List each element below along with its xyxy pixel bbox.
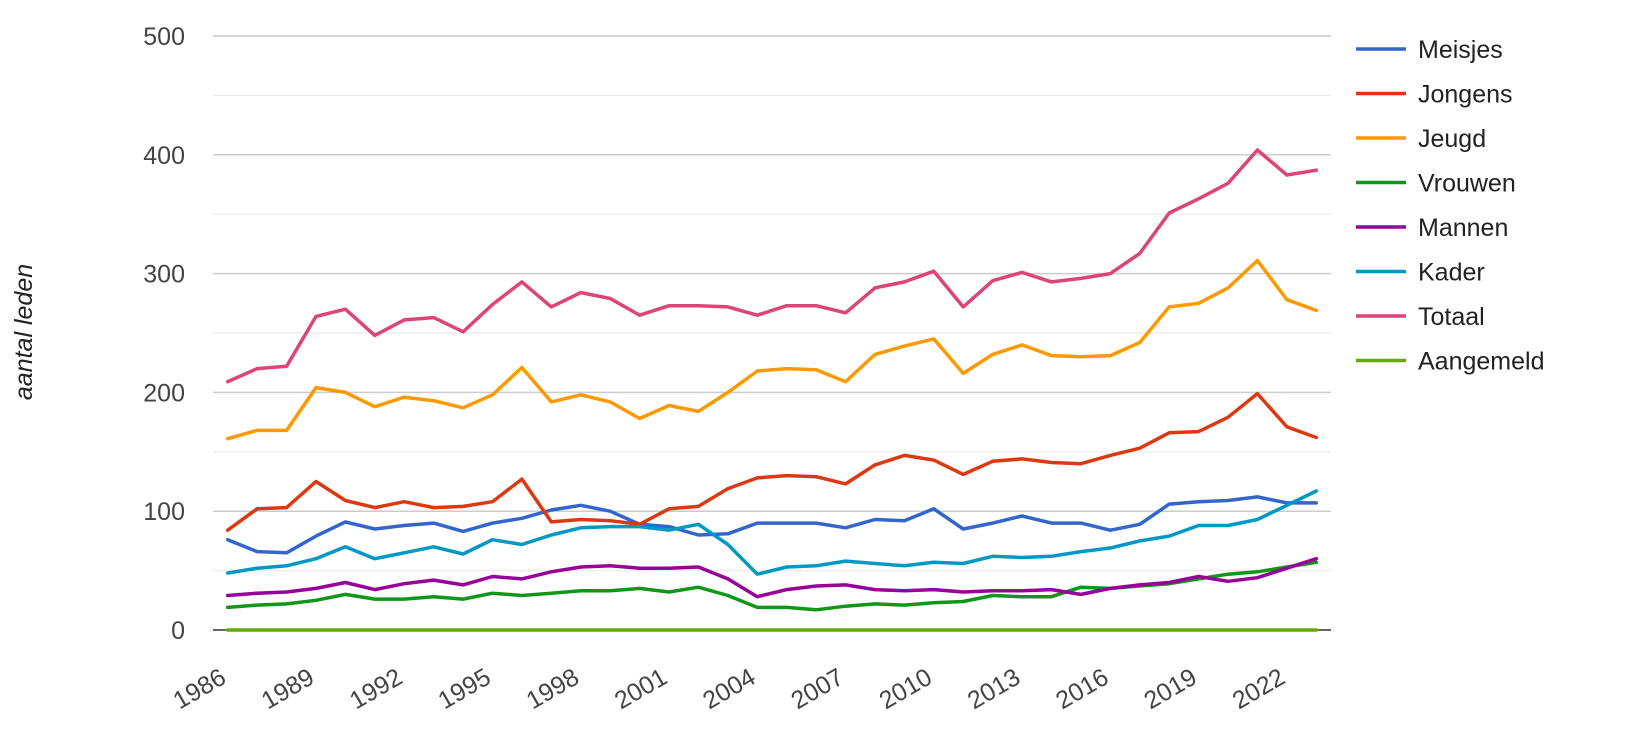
series-line-kader	[225, 489, 1319, 576]
legend-label: Vrouwen	[1418, 170, 1516, 198]
series-line-meisjes	[225, 495, 1319, 555]
y-tick-label: 0	[171, 617, 185, 645]
legend-item-totaal[interactable]: Totaal	[1356, 303, 1485, 331]
axes: 0 100 200 300 400 500 1986 1989 1992 1995 1998 2001…	[143, 23, 1331, 715]
legend-label: Mannen	[1418, 214, 1508, 242]
legend-label: Kader	[1418, 259, 1485, 287]
series-line-jeugd	[225, 258, 1319, 441]
series-line-totaal	[225, 148, 1319, 384]
legend-item-mannen[interactable]: Mannen	[1356, 214, 1508, 242]
x-tick-label: 2010	[875, 663, 937, 715]
y-tick-label: 100	[143, 498, 185, 526]
x-tick-label: 2019	[1139, 663, 1201, 715]
y-tick-label: 300	[143, 261, 185, 289]
series-line-mannen	[225, 556, 1319, 599]
legend-item-vrouwen[interactable]: Vrouwen	[1356, 170, 1516, 198]
x-tick-label: 1992	[345, 663, 407, 715]
x-tick-label: 2007	[786, 663, 848, 715]
legend-label: Jongens	[1418, 81, 1513, 109]
legend: Meisjes Jongens Jeugd Vrouwen Mannen Kader Tot…	[1356, 36, 1544, 376]
x-tick-label: 2022	[1228, 663, 1290, 715]
x-tick-label: 2013	[963, 663, 1025, 715]
x-tick-label: 2004	[698, 663, 760, 715]
legend-item-jeugd[interactable]: Jeugd	[1356, 125, 1486, 153]
series-line-jongens	[225, 391, 1319, 532]
legend-item-jongens[interactable]: Jongens	[1356, 81, 1513, 109]
legend-item-kader[interactable]: Kader	[1356, 259, 1485, 287]
x-tick-label: 1989	[257, 663, 319, 715]
y-axis-title: aantal leden	[10, 264, 38, 400]
legend-item-aangemeld[interactable]: Aangemeld	[1356, 348, 1544, 376]
series-lines	[225, 148, 1319, 632]
y-tick-label: 400	[143, 142, 185, 170]
legend-label: Totaal	[1418, 303, 1485, 331]
legend-item-meisjes[interactable]: Meisjes	[1356, 36, 1503, 64]
x-tick-label: 1998	[522, 663, 584, 715]
x-tick-label: 2016	[1051, 663, 1113, 715]
legend-label: Meisjes	[1418, 36, 1503, 64]
gridlines	[213, 35, 1331, 572]
y-tick-label: 500	[143, 23, 185, 51]
legend-label: Aangemeld	[1418, 348, 1544, 376]
legend-label: Jeugd	[1418, 125, 1486, 153]
x-tick-label: 1986	[169, 663, 231, 715]
y-tick-label: 200	[143, 379, 185, 407]
x-tick-label: 2001	[610, 663, 672, 715]
x-tick-label: 1995	[433, 663, 495, 715]
